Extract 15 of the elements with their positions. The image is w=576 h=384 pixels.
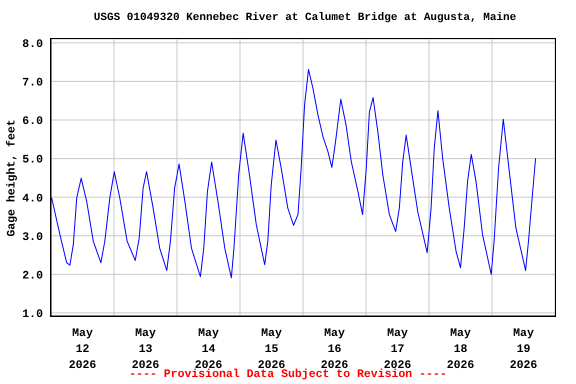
y-axis-title: Gage height, feet	[6, 118, 18, 236]
x-tick-label: May 18 2026	[446, 327, 474, 372]
y-tick-label: 1.0	[22, 308, 44, 321]
y-tick-label: 8.0	[22, 38, 44, 51]
y-tick-label: 6.0	[22, 115, 44, 128]
y-tick-label: 5.0	[22, 154, 44, 167]
y-tick-label: 2.0	[22, 269, 44, 282]
x-tick-label: May 13 2026	[132, 327, 160, 372]
y-tick-label: 7.0	[22, 76, 44, 90]
x-tick-label: May 19 2026	[510, 327, 538, 372]
chart-title: USGS 01049320 Kennebec River at Calumet Bridge at Augusta, Maine	[92, 12, 518, 24]
y-tick-label: 4.0	[22, 192, 44, 206]
x-tick-label: May 12 2026	[68, 327, 96, 372]
line-series	[51, 68, 536, 278]
y-tick-label: 3.0	[22, 230, 44, 244]
